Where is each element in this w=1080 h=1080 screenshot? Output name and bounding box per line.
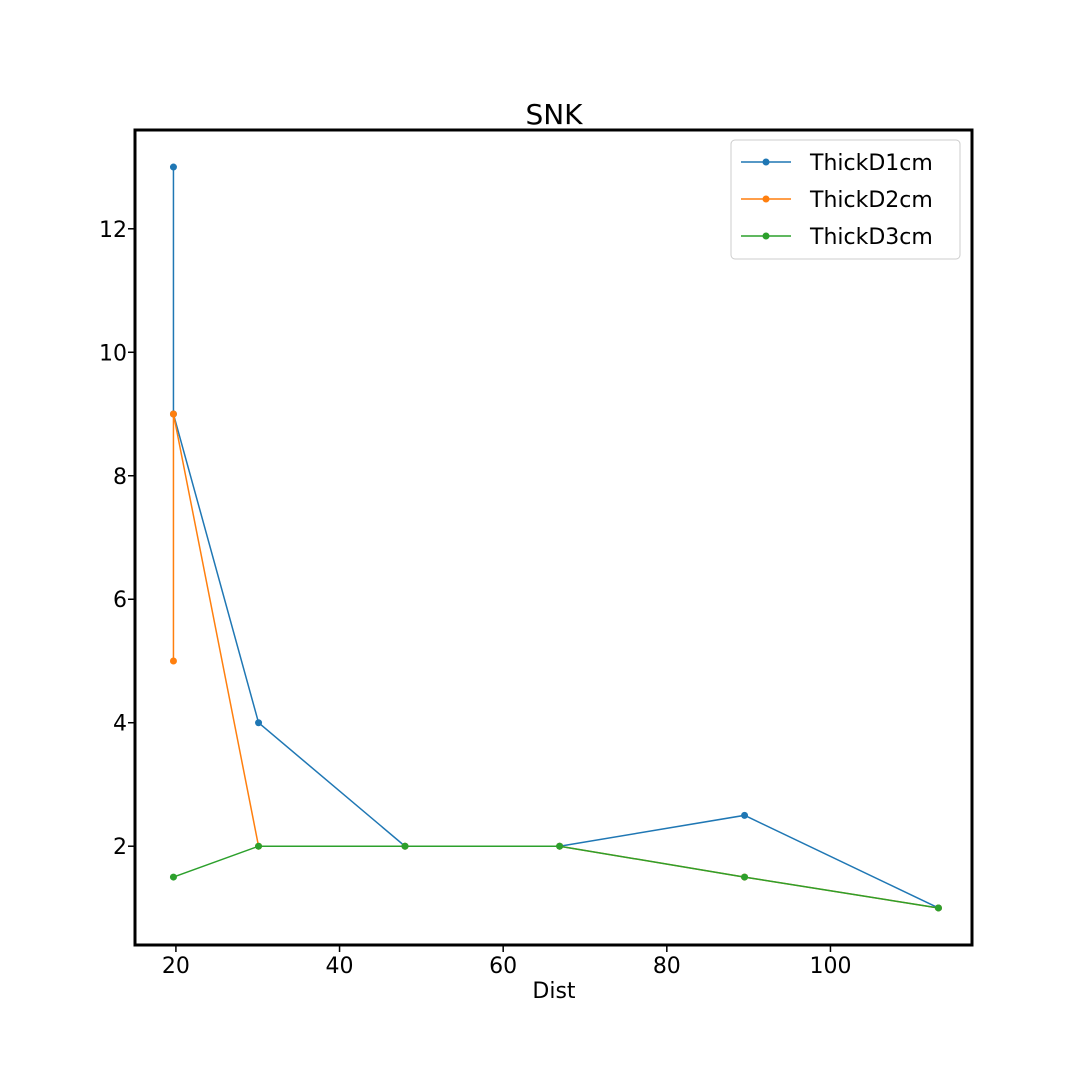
legend-label: ThickD3cm bbox=[809, 225, 933, 250]
series-line-ThickD3cm bbox=[173, 845, 939, 909]
legend-swatch-marker bbox=[762, 158, 770, 166]
legend-label: ThickD1cm bbox=[809, 151, 933, 176]
data-point-ThickD3cm bbox=[169, 873, 177, 881]
x-tick-label: 20 bbox=[162, 954, 190, 979]
y-tick-label: 4 bbox=[113, 712, 127, 737]
data-point-ThickD2cm bbox=[169, 657, 177, 665]
data-point-ThickD3cm bbox=[741, 873, 749, 881]
chart-title: SNK bbox=[525, 98, 583, 131]
y-tick-label: 12 bbox=[99, 218, 127, 243]
x-axis-label: Dist bbox=[532, 979, 576, 1004]
legend-label: ThickD2cm bbox=[809, 188, 933, 213]
x-tick-label: 100 bbox=[809, 954, 851, 979]
data-point-ThickD1cm bbox=[741, 811, 749, 819]
data-point-ThickD1cm bbox=[255, 719, 263, 727]
plot-area: 20 40 60 80 100 2 4 6 8 10 12 bbox=[99, 163, 942, 979]
data-point-ThickD1cm bbox=[169, 163, 177, 171]
y-tick-label: 6 bbox=[113, 588, 127, 613]
x-tick-label: 40 bbox=[326, 954, 354, 979]
legend-swatch-marker bbox=[762, 232, 770, 240]
data-point-ThickD3cm bbox=[401, 842, 409, 850]
y-tick-label: 10 bbox=[99, 341, 127, 366]
data-point-ThickD3cm bbox=[934, 904, 942, 912]
y-tick-label: 2 bbox=[113, 835, 127, 860]
y-tick-label: 8 bbox=[113, 465, 127, 490]
x-tick-label: 60 bbox=[489, 954, 517, 979]
data-point-ThickD3cm bbox=[556, 842, 564, 850]
data-point-ThickD2cm bbox=[169, 410, 177, 418]
legend: ThickD1cm ThickD2cm ThickD3cm bbox=[730, 139, 961, 260]
plot-frame bbox=[133, 128, 974, 947]
x-tick-label: 80 bbox=[653, 954, 681, 979]
legend-swatch-marker bbox=[762, 195, 770, 203]
data-point-ThickD3cm bbox=[255, 842, 263, 850]
legend-box bbox=[730, 139, 961, 260]
